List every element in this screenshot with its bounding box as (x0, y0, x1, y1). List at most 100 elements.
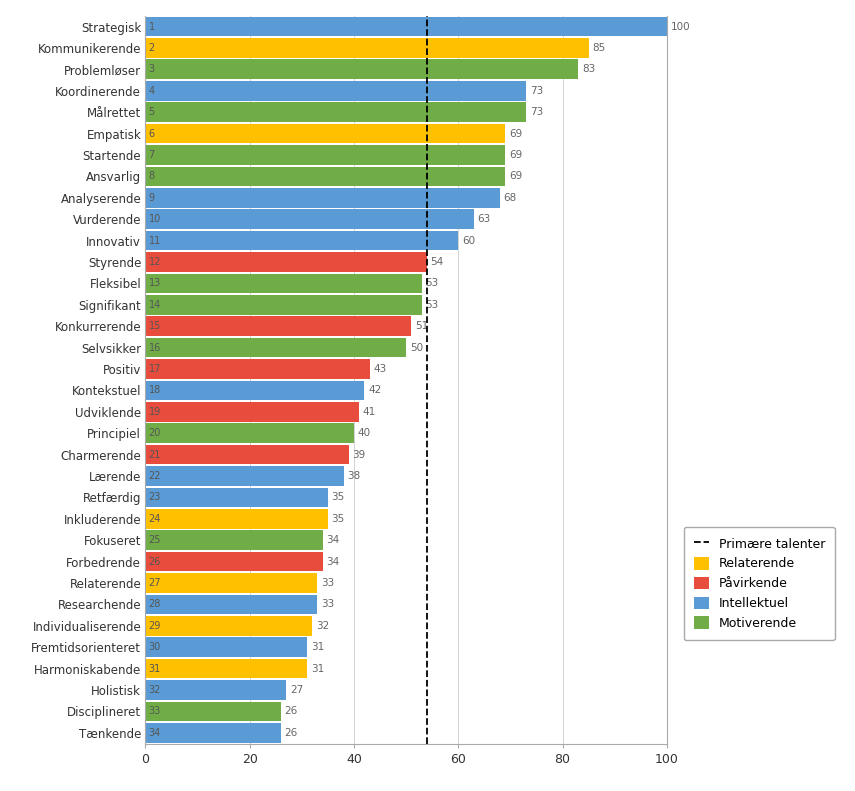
Text: 21: 21 (149, 449, 161, 460)
Text: 5: 5 (149, 107, 155, 117)
Text: 85: 85 (593, 43, 605, 53)
Text: 4: 4 (149, 85, 155, 96)
Text: 34: 34 (327, 536, 339, 545)
Text: 63: 63 (478, 214, 491, 224)
Bar (145, 595, 317, 615)
Bar (145, 123, 505, 143)
Bar (145, 466, 344, 486)
Text: 24: 24 (149, 514, 161, 524)
Text: 43: 43 (374, 364, 386, 374)
Bar (145, 359, 369, 379)
Text: 17: 17 (149, 364, 161, 374)
Legend: Primære talenter, Relaterende, Påvirkende, Intellektuel, Motiverende: Primære talenter, Relaterende, Påvirkend… (684, 527, 835, 640)
Text: 68: 68 (504, 193, 517, 202)
Bar (145, 210, 474, 229)
Text: 29: 29 (149, 621, 161, 630)
Bar (145, 102, 526, 122)
Text: 69: 69 (509, 150, 522, 160)
Text: 69: 69 (509, 172, 522, 181)
Text: 100: 100 (670, 21, 690, 32)
Bar (145, 231, 458, 251)
Text: 35: 35 (332, 493, 345, 502)
Bar (145, 445, 349, 464)
Bar (145, 295, 422, 315)
Bar (145, 552, 322, 571)
Text: 83: 83 (582, 64, 595, 74)
Text: 20: 20 (149, 428, 161, 438)
Text: 27: 27 (149, 578, 161, 588)
Bar (145, 316, 411, 336)
Bar (145, 423, 354, 443)
Text: 31: 31 (310, 642, 324, 653)
Text: 31: 31 (310, 664, 324, 674)
Text: 6: 6 (149, 129, 155, 138)
Text: 16: 16 (149, 343, 161, 353)
Text: 26: 26 (285, 706, 298, 717)
Bar (145, 166, 505, 186)
Bar (145, 487, 328, 507)
Bar (145, 659, 307, 679)
Text: 38: 38 (347, 471, 361, 481)
Text: 2: 2 (149, 43, 155, 53)
Bar (145, 59, 578, 79)
Text: 50: 50 (410, 343, 423, 353)
Bar (145, 338, 406, 358)
Text: 11: 11 (149, 236, 161, 245)
Text: 22: 22 (149, 471, 161, 481)
Text: 25: 25 (149, 536, 161, 545)
Text: 53: 53 (426, 300, 439, 310)
Bar (145, 402, 359, 422)
Bar (145, 81, 526, 100)
Text: 40: 40 (357, 428, 371, 438)
Text: 41: 41 (363, 407, 376, 417)
Text: 53: 53 (426, 278, 439, 289)
Bar (145, 638, 307, 657)
Text: 35: 35 (332, 514, 345, 524)
Text: 51: 51 (415, 321, 428, 331)
Text: 27: 27 (290, 685, 303, 695)
Bar (145, 145, 505, 165)
Text: 18: 18 (149, 385, 161, 396)
Text: 31: 31 (149, 664, 161, 674)
Text: 23: 23 (149, 493, 161, 502)
Text: 32: 32 (315, 621, 329, 630)
Text: 33: 33 (149, 706, 161, 717)
Bar (145, 380, 364, 400)
Bar (145, 616, 312, 636)
Bar (145, 509, 328, 528)
Text: 33: 33 (321, 578, 334, 588)
Text: 8: 8 (149, 172, 155, 181)
Text: 15: 15 (149, 321, 161, 331)
Bar (145, 188, 500, 207)
Text: 60: 60 (462, 236, 475, 245)
Text: 10: 10 (149, 214, 161, 224)
Text: 26: 26 (285, 728, 298, 738)
Text: 19: 19 (149, 407, 161, 417)
Text: 13: 13 (149, 278, 161, 289)
Text: 28: 28 (149, 600, 161, 609)
Bar (145, 274, 422, 293)
Text: 30: 30 (149, 642, 161, 653)
Text: 33: 33 (321, 600, 334, 609)
Bar (145, 252, 427, 272)
Text: 34: 34 (149, 728, 161, 738)
Text: 14: 14 (149, 300, 161, 310)
Text: 9: 9 (149, 193, 155, 202)
Bar (145, 702, 281, 721)
Text: 32: 32 (149, 685, 161, 695)
Bar (145, 38, 588, 58)
Text: 12: 12 (149, 257, 161, 267)
Bar (145, 680, 286, 700)
Bar (145, 17, 667, 36)
Text: 54: 54 (431, 257, 444, 267)
Text: 69: 69 (509, 129, 522, 138)
Bar (145, 530, 322, 550)
Text: 39: 39 (352, 449, 366, 460)
Text: 3: 3 (149, 64, 155, 74)
Bar (145, 723, 281, 743)
Text: 34: 34 (327, 557, 339, 566)
Text: 26: 26 (149, 557, 161, 566)
Text: 73: 73 (530, 107, 543, 117)
Text: 73: 73 (530, 85, 543, 96)
Bar (145, 573, 317, 593)
